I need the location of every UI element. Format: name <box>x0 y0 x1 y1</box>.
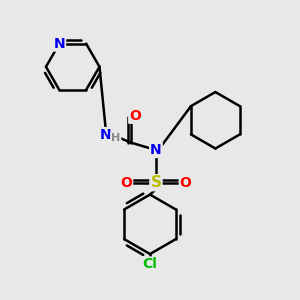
Text: O: O <box>129 109 141 123</box>
Text: O: O <box>120 176 132 190</box>
Text: O: O <box>180 176 192 190</box>
Text: S: S <box>150 175 161 190</box>
Text: Cl: Cl <box>142 257 158 272</box>
Text: N: N <box>53 37 65 51</box>
Text: N: N <box>100 128 111 142</box>
Text: N: N <box>150 143 162 157</box>
Text: H: H <box>111 133 120 143</box>
